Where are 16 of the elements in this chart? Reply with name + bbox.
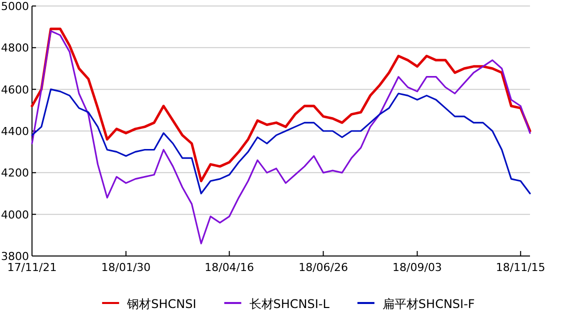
x-tick-label: 18/09/03 bbox=[392, 261, 442, 274]
x-tick-label: 17/11/21 bbox=[7, 261, 57, 274]
y-tick-label: 5000 bbox=[1, 0, 29, 13]
y-tick-label: 3800 bbox=[1, 250, 29, 263]
y-tick-label: 4600 bbox=[1, 83, 29, 96]
y-tick-label: 4200 bbox=[1, 166, 29, 180]
x-tick-label: 18/06/26 bbox=[298, 261, 348, 274]
x-tick-label: 18/01/30 bbox=[101, 261, 151, 274]
legend-label: 扁平材SHCNSI-F bbox=[382, 297, 475, 311]
x-tick-label: 18/04/16 bbox=[204, 261, 254, 274]
x-tick-label: 18/11/15 bbox=[496, 261, 546, 274]
legend-label: 长材SHCNSI-L bbox=[249, 297, 330, 311]
y-tick-label: 4000 bbox=[1, 208, 29, 222]
y-tick-label: 4800 bbox=[1, 42, 29, 55]
y-tick-label: 4400 bbox=[1, 125, 29, 138]
legend-label: 钢材SHCNSI bbox=[126, 297, 196, 311]
